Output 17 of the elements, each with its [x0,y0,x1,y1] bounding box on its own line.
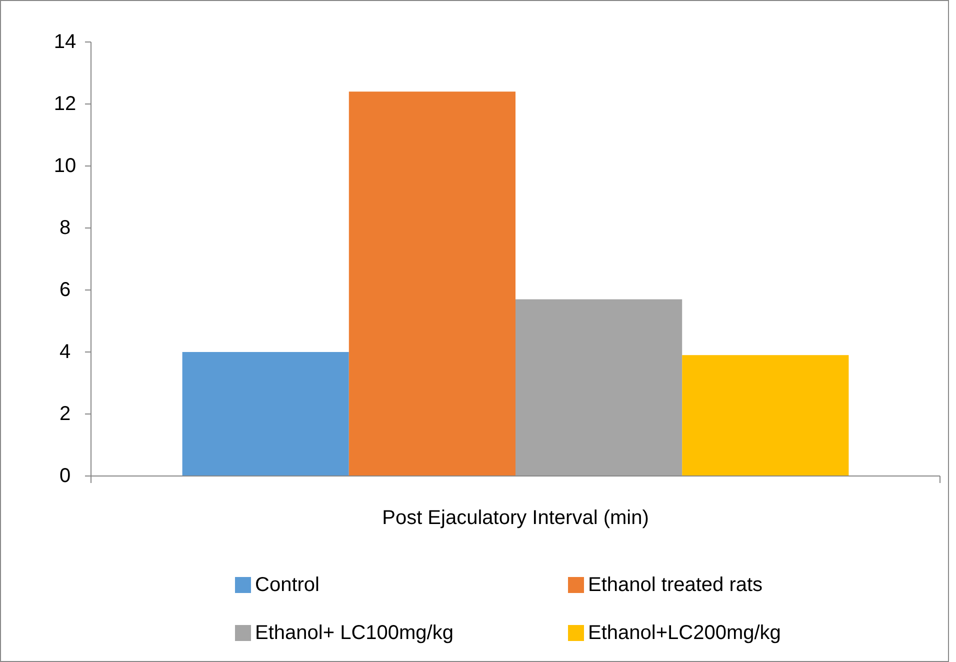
y-tick-label: 6 [59,279,71,301]
y-tick-label: 2 [59,403,71,425]
legend-label: Ethanol+ LC100mg/kg [255,622,454,644]
y-tick-label: 0 [59,465,71,487]
x-tick-label: Post Ejaculatory Interval (min) [382,507,649,529]
legend-label: Ethanol+LC200mg/kg [588,622,781,644]
bar [182,352,349,476]
y-tick-label: 14 [54,31,76,53]
y-tick-label: 4 [59,341,71,363]
y-tick-label: 8 [59,217,71,239]
legend-label: Control [255,574,320,596]
bar [682,355,849,476]
legend-label: Ethanol treated rats [588,574,763,596]
bar [516,299,682,476]
bar [348,92,516,476]
y-tick-label: 12 [54,93,76,115]
y-tick-label: 10 [54,155,76,177]
